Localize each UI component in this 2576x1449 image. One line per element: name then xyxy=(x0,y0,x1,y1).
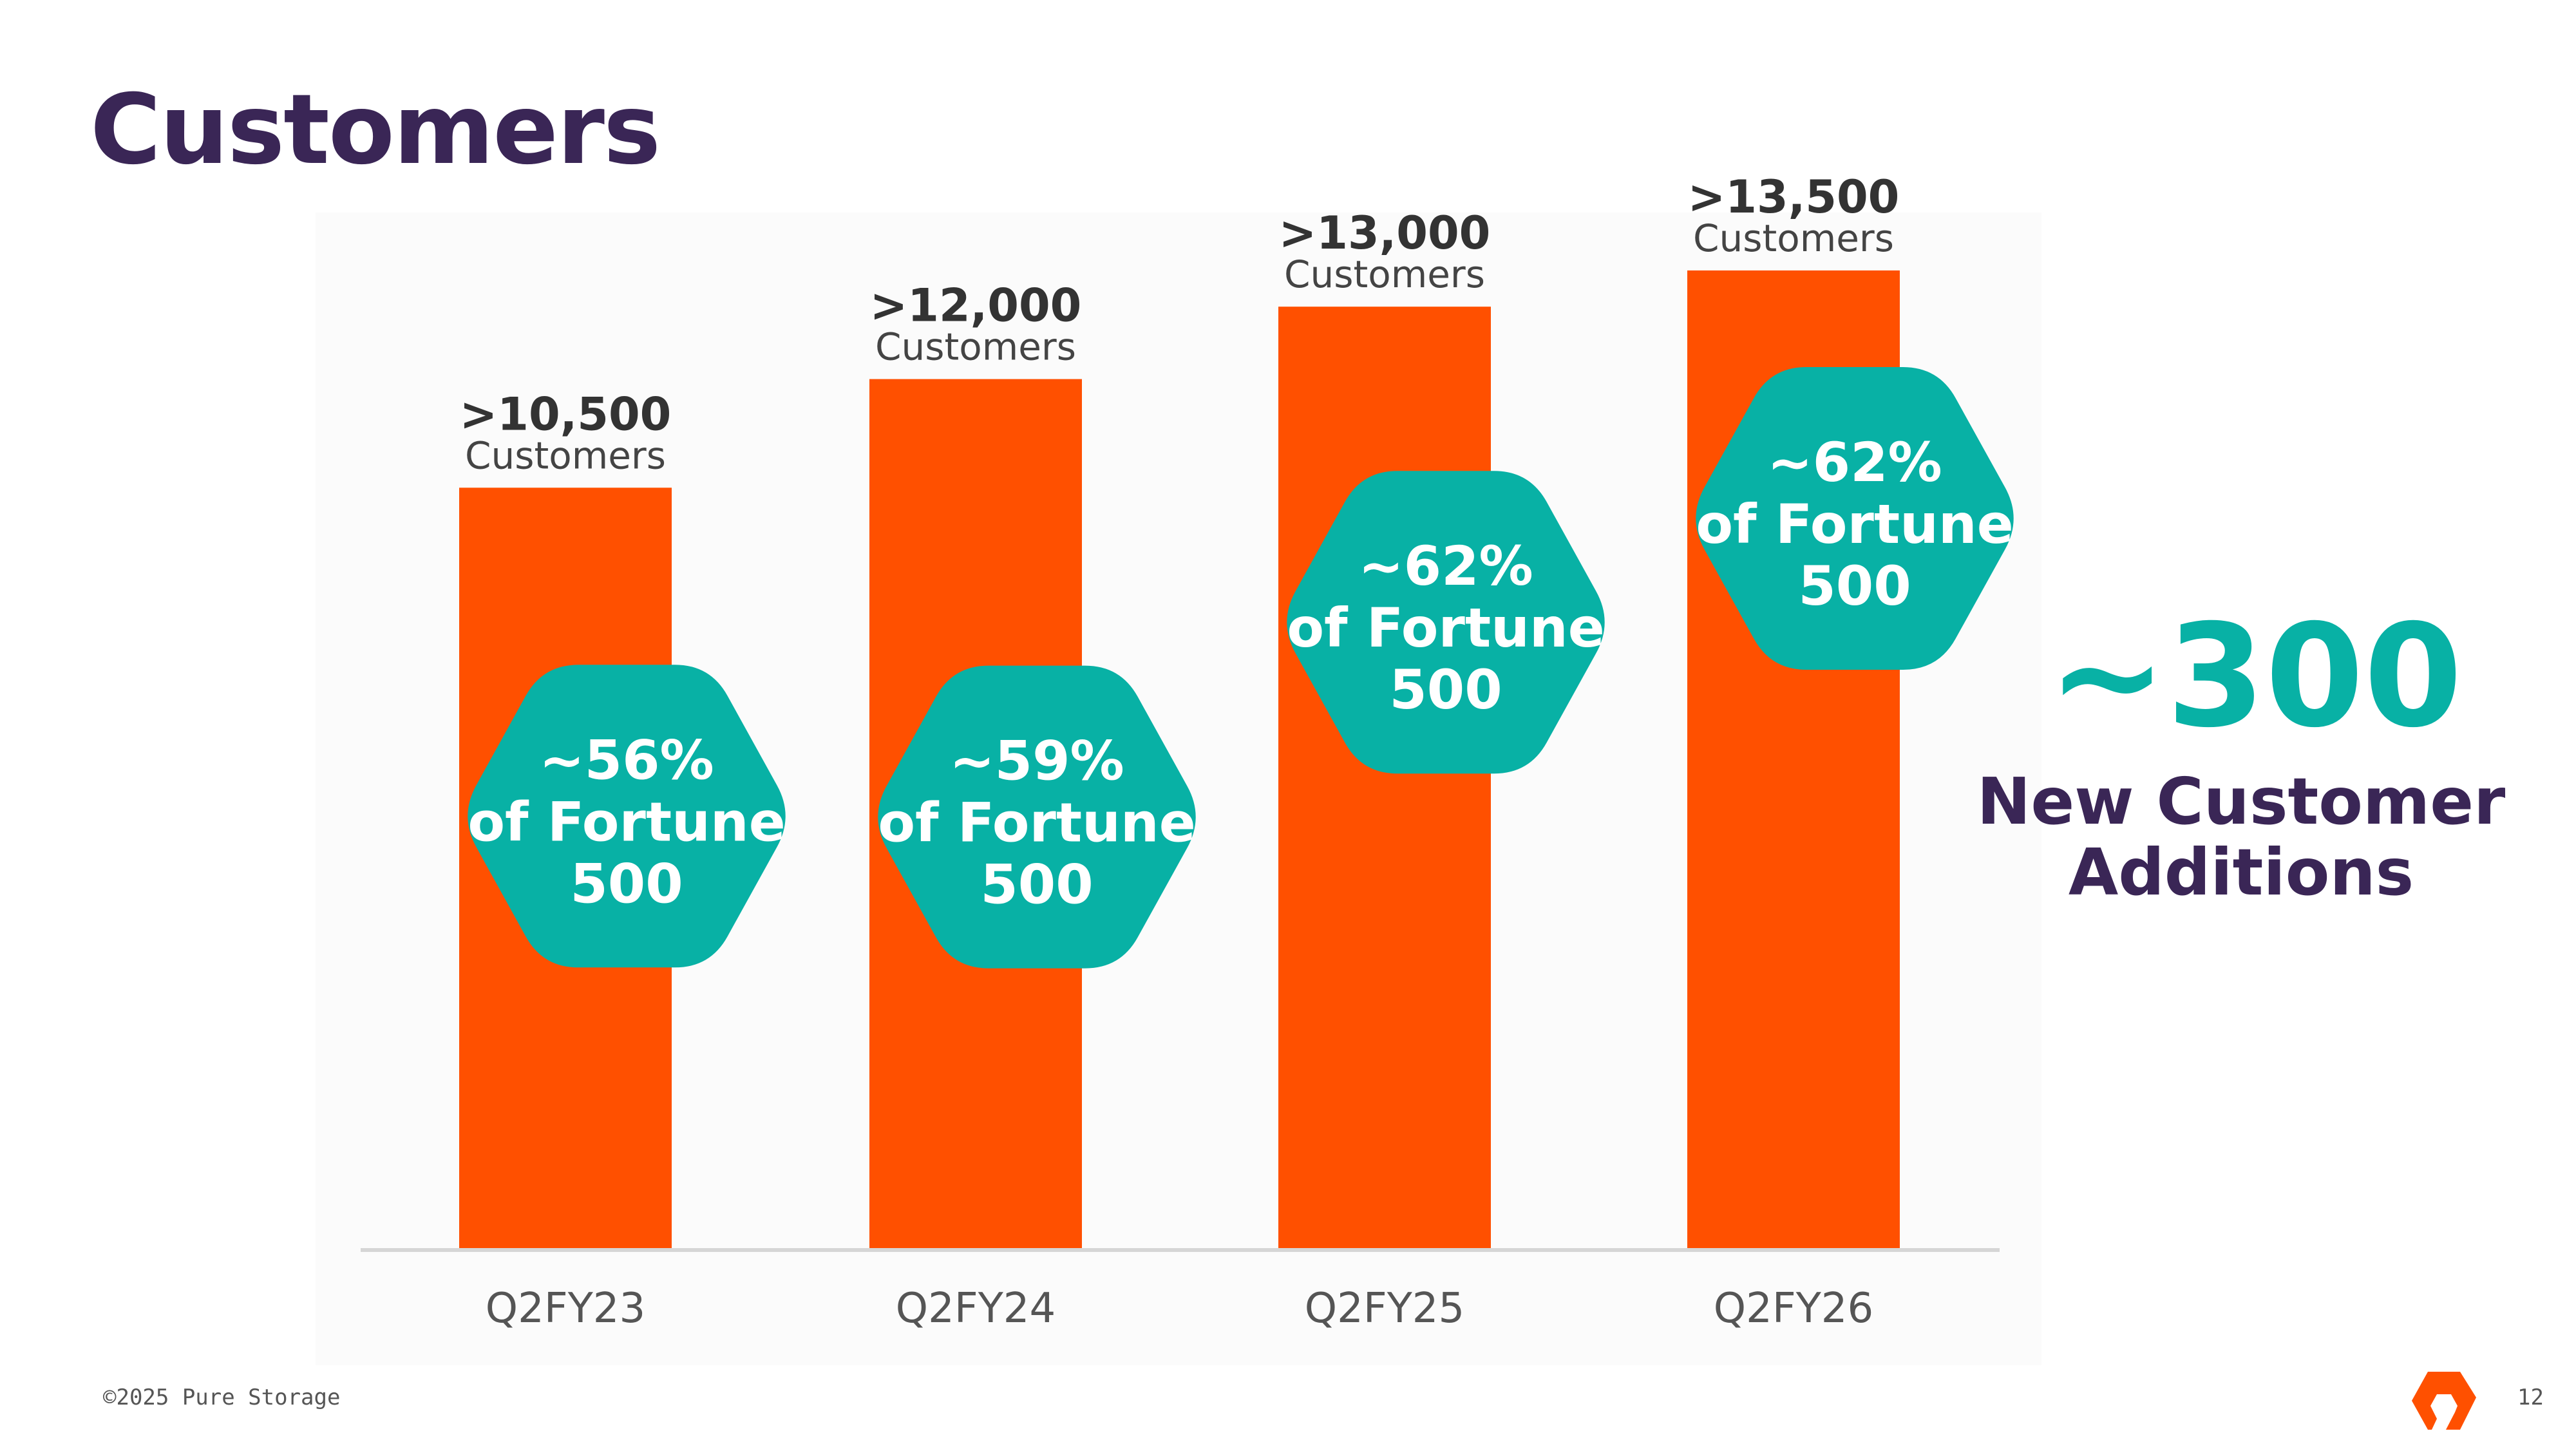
x-tick-label: Q2FY23 xyxy=(486,1285,645,1332)
fortune-500-text: of Fortune xyxy=(468,790,785,853)
bar-value-label: >13,000 xyxy=(1279,207,1491,260)
fortune-500-hexagon xyxy=(878,665,1196,969)
bar-value-sublabel: Customers xyxy=(1284,252,1485,296)
fortune-500-percent: ~56% xyxy=(539,728,714,791)
fortune-500-percent: ~62% xyxy=(1358,535,1533,598)
fortune-500-number: 500 xyxy=(1798,554,1911,618)
copyright-text: ©2025 Pure Storage xyxy=(103,1385,341,1410)
fortune-500-number: 500 xyxy=(1389,658,1502,721)
bar-value-label: >13,500 xyxy=(1688,171,1900,223)
bar-value-sublabel: Customers xyxy=(875,325,1076,369)
fortune-500-percent: ~59% xyxy=(949,730,1124,793)
x-tick-label: Q2FY26 xyxy=(1714,1285,1873,1332)
bar-value-label: >12,000 xyxy=(870,279,1082,332)
fortune-500-hexagon xyxy=(1696,367,2014,670)
fortune-500-percent: ~62% xyxy=(1767,431,1942,494)
fortune-500-hexagon xyxy=(468,665,786,968)
new-customer-label: New Customer Additions xyxy=(1976,764,2506,910)
bar-value-label: >10,500 xyxy=(460,388,672,440)
page-number: 12 xyxy=(2517,1385,2544,1410)
fortune-500-text: of Fortune xyxy=(1696,493,2013,556)
fortune-500-text: of Fortune xyxy=(878,791,1195,855)
bar-q2fy25 xyxy=(1278,307,1491,1248)
fortune-500-number: 500 xyxy=(980,853,1093,916)
bar-value-sublabel: Customers xyxy=(465,433,666,477)
fortune-500-text: of Fortune xyxy=(1287,596,1604,659)
fortune-500-number: 500 xyxy=(570,852,683,915)
bar-value-sublabel: Customers xyxy=(1693,216,1894,260)
pure-storage-logo-icon xyxy=(2412,1372,2476,1430)
fortune-500-hexagon xyxy=(1287,471,1605,774)
new-customer-count: ~300 xyxy=(2048,594,2463,759)
x-tick-label: Q2FY25 xyxy=(1305,1285,1464,1332)
page-title: Customers xyxy=(90,74,661,186)
x-tick-label: Q2FY24 xyxy=(896,1285,1056,1332)
